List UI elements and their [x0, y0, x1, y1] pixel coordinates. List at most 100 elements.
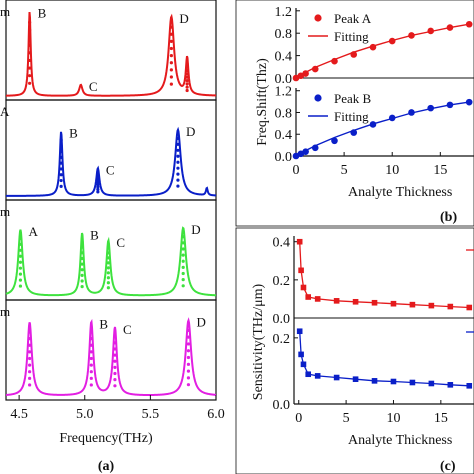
panel-a-peak-marker: [80, 239, 84, 244]
panel-a-peak-marker: [169, 61, 173, 65]
panel-a-peak-marker: [169, 39, 173, 44]
panel-a-peak-marker: [185, 82, 189, 86]
panel-c-data-point: [300, 361, 307, 368]
panel-a-peak-marker: [169, 82, 173, 86]
panel-a-x-axis-label: Frequency(THz): [59, 431, 153, 446]
panel-c-data-point: [466, 304, 473, 311]
panel-a-peak-marker: [185, 72, 189, 76]
panel-c-series-line: [299, 241, 470, 309]
panel-a-peak-marker: [59, 167, 63, 171]
panel-c-data-point: [333, 374, 340, 381]
panel-a-peak-label: C: [89, 79, 98, 94]
panel-a-x-tick-label: 5.0: [76, 407, 94, 422]
panel-b-data-point: [302, 148, 309, 155]
panel-c-data-point: [333, 298, 340, 304]
panel-a-peak-marker: [28, 350, 32, 354]
panel-a-peak-marker: [96, 177, 100, 182]
panel-b-data-point: [408, 109, 415, 116]
panel-a-peak-marker: [106, 251, 110, 255]
panel-a-peak-marker: [113, 341, 117, 345]
panel-c-sub1-y-tick-label: 0.4: [273, 236, 291, 251]
panel-a-peak-marker: [28, 35, 32, 40]
panel-a-peak-marker: [113, 359, 117, 363]
panel-c-plot: 0 5 10 15 0.0 0.2 0.4 0.0 0.2: [273, 236, 474, 426]
panel-c-data-point: [447, 303, 454, 310]
panel-c-data-point: [409, 301, 416, 308]
panel-b-legend-fit-label: Fitting: [334, 29, 369, 44]
panel-a-peak-marker: [106, 266, 110, 270]
panel-c-sub2-y-tick-label: 0.2: [273, 332, 291, 347]
panel-c-data-point: [298, 267, 304, 274]
panel-a-peak-marker: [186, 342, 191, 346]
panel-a-peak-marker: [28, 66, 32, 70]
panel-c-series-line: [299, 331, 470, 387]
panel-a-peak-marker: [113, 378, 117, 382]
panel-a-peak-marker: [28, 376, 32, 380]
panel-b-data-point: [446, 24, 454, 31]
panel-b-sub1-y-tick-label: 1.2: [275, 5, 293, 20]
panel-b-sub2-y-tick-label: 1.2: [275, 85, 293, 100]
panel-a-peak-marker: [181, 253, 185, 257]
panel-b-legend-fit-label: Fitting: [334, 109, 369, 124]
panel-a-peak-marker: [18, 260, 23, 264]
panel-a-spectrum-line: [5, 11, 217, 97]
panel-b-label: (b): [440, 210, 457, 225]
panel-b-data-point: [350, 51, 358, 58]
panel-a-subplot-label-fragment: m: [0, 304, 10, 319]
panel-a-peak-marker: [96, 170, 100, 174]
panel-a-peak-label: C: [116, 235, 125, 250]
panel-c-data-point: [314, 296, 321, 302]
panel-a-peak-marker: [89, 383, 93, 387]
panel-a-peak-marker: [59, 155, 63, 159]
panel-a-peak-marker: [186, 328, 191, 332]
panel-a-peak-marker: [106, 281, 110, 285]
panel-a-x-tick-label: 5.5: [142, 407, 160, 422]
panel-b-data-point: [311, 65, 319, 73]
panel-a-peak-marker: [169, 54, 173, 58]
panel-b-data-point: [427, 104, 435, 112]
panel-a-peak-marker: [185, 69, 189, 73]
panel-c: 0 5 10 15 0.0 0.2 0.4 0.0 0.2 Sensitivity(THz/μm…: [235, 227, 474, 474]
panel-a-peak-label: D: [179, 11, 188, 26]
panel-a-peak-marker: [28, 343, 32, 347]
panel-a-peak-marker: [18, 272, 23, 276]
panel-a-peak-marker: [28, 81, 32, 85]
panel-b-legend-marker: [314, 94, 322, 102]
panel-a-peak-marker: [106, 286, 110, 290]
panel-a-peak-marker: [185, 88, 189, 93]
panel-b-data-point: [331, 137, 338, 145]
panel-a-peak-marker: [89, 336, 93, 341]
panel-c-sub1-y-tick-label: 0.2: [273, 274, 291, 289]
panel-b: 0 5 10 15 0.0 0.4 0.8 1.2 Peak A Fitting 0.0 0.4 0.8…: [235, 0, 474, 227]
panel-a-peak-marker: [176, 166, 180, 170]
panel-a-peak-marker: [181, 265, 185, 270]
panel-a-subplot-4: B C Dm: [0, 299, 217, 401]
panel-a-peak-label: D: [186, 124, 195, 139]
panel-b-x-tick-label: 15: [433, 163, 447, 178]
panel-a-peak-marker: [186, 369, 191, 373]
panel-a-peak-marker: [28, 356, 32, 361]
panel-a-peak-marker: [80, 268, 84, 272]
panel-c-data-point: [371, 378, 378, 384]
panel-a-peak-marker: [176, 142, 180, 146]
panel-a-peak-marker: [186, 349, 191, 353]
panel-a-peak-label: D: [191, 222, 200, 237]
panel-a-peak-marker: [80, 245, 84, 249]
panel-a-peak-marker: [186, 355, 191, 360]
panel-a-peak-marker: [169, 25, 173, 29]
panel-a-peak-marker: [181, 278, 185, 282]
panel-a-peak-marker: [181, 235, 185, 239]
panel-a-peak-marker: [28, 20, 32, 24]
panel-a-subplot-label-fragment: m: [0, 204, 10, 219]
panel-a-peak-label: B: [69, 126, 78, 141]
panel-a-peak-marker: [59, 173, 63, 177]
panel-a-peak-marker: [80, 279, 84, 283]
panel-b-sub2-y-tick-label: 0.8: [275, 106, 293, 121]
panel-b-frame: [235, 0, 474, 227]
panel-a-peak-marker: [181, 247, 185, 251]
panel-a-peak-marker: [113, 371, 117, 376]
panel-c-x-tick-label: 0: [295, 411, 302, 426]
panel-a-peak-marker: [59, 149, 63, 154]
panel-a-peak-marker: [18, 284, 23, 288]
panel-a-peak-marker: [176, 154, 180, 158]
